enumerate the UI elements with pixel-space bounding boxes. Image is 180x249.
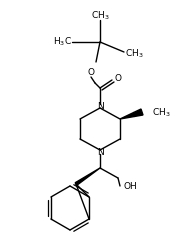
- Text: H$_3$C: H$_3$C: [53, 36, 71, 48]
- Polygon shape: [120, 109, 143, 119]
- Text: OH: OH: [124, 182, 138, 190]
- Text: CH$_3$: CH$_3$: [91, 10, 109, 22]
- Text: CH$_3$: CH$_3$: [152, 107, 171, 119]
- Text: O: O: [114, 73, 122, 82]
- Text: N: N: [97, 147, 103, 157]
- Polygon shape: [75, 168, 100, 185]
- Text: CH$_3$: CH$_3$: [125, 48, 143, 60]
- Text: O: O: [87, 67, 95, 76]
- Text: N: N: [97, 102, 103, 111]
